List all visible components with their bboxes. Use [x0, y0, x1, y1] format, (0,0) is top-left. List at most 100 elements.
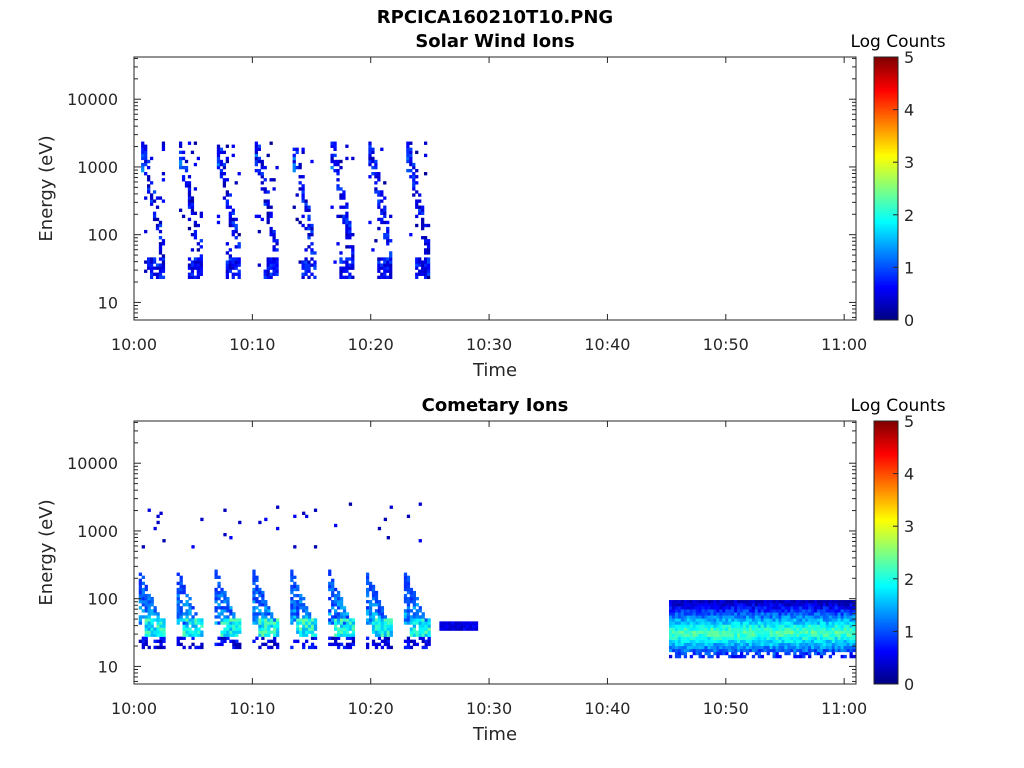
- ci-data-cell: [808, 621, 812, 625]
- ci-data-cell: [238, 624, 242, 628]
- sw-data-cell: [383, 236, 387, 240]
- sw-data-cell: [421, 236, 425, 240]
- sw-data-cell: [345, 205, 349, 209]
- sw-data-cell: [374, 190, 378, 194]
- sw-colorbar-segment: [874, 256, 898, 260]
- sw-x-tick-label: 10:00: [111, 335, 157, 354]
- ci-data-cell: [840, 636, 844, 640]
- ci-data-cell: [403, 621, 408, 625]
- ci-data-cell: [351, 621, 356, 625]
- ci-data-cell: [828, 654, 833, 659]
- ci-data-cell: [707, 621, 711, 625]
- ci-data-cell: [808, 654, 812, 659]
- sw-data-cell: [423, 239, 428, 243]
- ci-data-cell: [813, 651, 818, 656]
- ci-colorbar-segment: [874, 534, 898, 538]
- ci-data-cell: [403, 615, 408, 619]
- ci-data-cell: [176, 590, 180, 595]
- ci-data-cell: [787, 636, 791, 640]
- ci-data-cell: [742, 609, 747, 613]
- ci-data-cell: [223, 600, 227, 604]
- ci-data-cell: [238, 642, 242, 647]
- ci-data-cell: [217, 615, 221, 619]
- sw-data-cell: [371, 147, 375, 151]
- ci-data-cell: [339, 600, 344, 604]
- ci-data-cell: [772, 612, 776, 616]
- ci-data-cell: [837, 615, 841, 619]
- ci-data-cell: [734, 606, 738, 610]
- sw-colorbar-segment: [874, 175, 898, 178]
- sw-colorbar-segment: [874, 278, 898, 281]
- ci-data-cell: [689, 642, 693, 647]
- sw-data-cell: [178, 165, 183, 170]
- ci-data-cell: [474, 627, 479, 631]
- sw-data-cell: [187, 202, 192, 206]
- ci-data-cell: [290, 578, 294, 583]
- ci-colorbar-segment: [874, 447, 898, 450]
- ci-data-cell: [710, 615, 714, 619]
- sw-x-tick-label: 11:00: [821, 335, 867, 354]
- ci-data-cell: [252, 615, 256, 619]
- sw-data-cell: [231, 208, 235, 212]
- sw-colorbar-segment: [874, 92, 898, 95]
- ci-data-cell: [415, 642, 419, 647]
- sw-data-cell: [380, 199, 384, 203]
- ci-data-cell: [778, 639, 782, 644]
- ci-data-cell: [406, 596, 411, 601]
- sw-data-cell: [272, 232, 276, 237]
- sw-colorbar-segment: [874, 162, 898, 165]
- ci-data-cell: [796, 645, 800, 650]
- ci-data-cell: [290, 615, 294, 619]
- sw-data-cell: [216, 144, 221, 148]
- ci-data-cell: [374, 630, 379, 634]
- ci-data-cell: [849, 627, 853, 631]
- ci-data-cell: [377, 636, 382, 640]
- ci-data-cell: [220, 633, 224, 637]
- ci-data-cell: [840, 615, 844, 619]
- ci-data-cell: [176, 639, 180, 644]
- sw-colorbar-segment: [874, 85, 898, 89]
- sw-data-cell: [348, 220, 352, 225]
- sw-data-cell: [193, 141, 198, 145]
- sw-data-cell: [187, 175, 192, 179]
- ci-colorbar-segment: [874, 453, 898, 457]
- ci-data-cell: [156, 627, 160, 631]
- ci-data-cell: [677, 651, 682, 656]
- ci-data-cell: [784, 600, 788, 604]
- sw-data-cell: [304, 263, 308, 267]
- ci-data-cell: [427, 636, 431, 640]
- sw-data-cell: [330, 205, 334, 209]
- sw-data-cell: [187, 196, 192, 200]
- sw-data-cell: [415, 190, 419, 194]
- sw-data-cell: [254, 150, 258, 155]
- ci-data-cell: [704, 648, 708, 653]
- ci-data-cell: [816, 609, 821, 613]
- ci-data-cell: [197, 630, 201, 634]
- sw-data-cell: [272, 236, 276, 240]
- ci-data-cell: [368, 587, 373, 592]
- ci-data-cell: [740, 627, 744, 631]
- ci-colorbar-segment: [874, 545, 898, 549]
- ci-data-cell: [763, 645, 767, 650]
- ci-data-cell: [471, 627, 476, 631]
- ci-data-cell: [427, 624, 431, 628]
- ci-data-cell: [813, 600, 818, 604]
- ci-data-cell: [299, 621, 303, 625]
- ci-data-cell: [763, 642, 767, 647]
- ci-data-cell: [296, 615, 300, 619]
- ci-data-cell: [147, 633, 151, 637]
- ci-data-cell: [412, 596, 416, 601]
- ci-data-cell: [677, 606, 682, 610]
- ci-data-cell: [182, 624, 186, 628]
- ci-data-cell: [799, 618, 803, 622]
- sw-data-cell: [368, 150, 372, 155]
- sw-data-cell: [266, 202, 270, 206]
- ci-data-cell: [686, 621, 691, 625]
- sw-data-cell: [269, 226, 273, 231]
- ci-data-cell: [153, 627, 157, 631]
- sw-data-cell: [216, 165, 221, 170]
- sw-data-cell: [336, 172, 340, 176]
- ci-data-cell: [374, 618, 379, 622]
- ci-data-cell: [808, 645, 812, 650]
- ci-data-cell: [793, 609, 797, 613]
